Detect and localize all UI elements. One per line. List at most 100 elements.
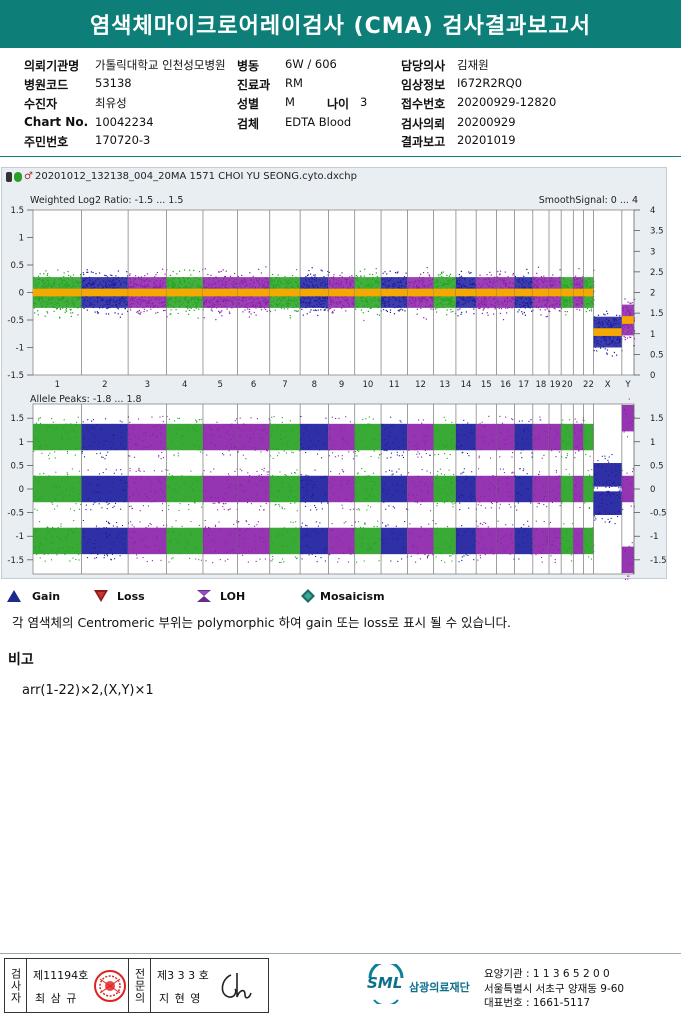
label-patient: 수진자 — [24, 97, 58, 111]
chrom-13-allele-scatter — [434, 416, 457, 563]
chrom-6-allele-peak — [237, 475, 270, 503]
chrom-5-allele-peak — [202, 475, 238, 503]
chrom-10-allele-peak — [354, 527, 382, 555]
top-left-tick: 0 — [19, 289, 24, 299]
chrom-7-smooth — [269, 288, 301, 297]
chrom-label-13: 13 — [439, 380, 450, 390]
chrom-8-allele-peak — [300, 527, 329, 555]
chrom-8-allele-peak — [300, 423, 329, 451]
top-plot-right-label: SmoothSignal: 0 ... 4 — [539, 195, 638, 206]
chrom-4-smooth — [166, 288, 203, 297]
chrom-10-smooth — [354, 288, 382, 297]
mosaicism-diamond-icon — [301, 589, 315, 603]
chrom-11-allele-peak — [381, 475, 408, 503]
chrom-22-allele-peak — [583, 527, 594, 555]
chrom-X-allele-peak — [593, 491, 622, 515]
chrom-12-allele-peak — [407, 527, 434, 555]
chrom-label-18: 18 — [536, 380, 547, 390]
top-left-tick: -0.5 — [7, 316, 24, 326]
centromeric-note: 각 염색체의 Centromeric 부위는 polymorphic 하여 ga… — [12, 615, 512, 630]
loh-bowtie-icon — [197, 590, 211, 602]
chrom-label-19: 19 — [550, 380, 561, 390]
top-right-tick: 4 — [650, 206, 655, 216]
value-receipt: 20200929-12820 — [457, 95, 557, 109]
value-patient: 최유성 — [95, 96, 127, 110]
chrom-22-allele-peak — [583, 475, 594, 503]
chrom-label-7: 7 — [282, 380, 287, 390]
chrom-6-allele-scatter — [237, 417, 271, 563]
value-age: 3 — [360, 95, 368, 109]
chrom-8-smooth — [300, 288, 329, 297]
chrom-16-allele-peak — [496, 527, 515, 555]
chrom-17-smooth — [514, 288, 533, 297]
label-clinical: 임상정보 — [401, 78, 446, 92]
chrom-6-smooth — [237, 288, 270, 297]
label-age: 나이 — [327, 97, 350, 111]
org-address: 서울특별시 서초구 양재동 9-60 — [484, 983, 625, 995]
chrom-18-allele-peak — [532, 423, 550, 451]
chrom-7-allele-peak — [269, 475, 301, 503]
bottom-left-tick: -0.5 — [7, 509, 24, 519]
chrom-3-allele-peak — [128, 423, 167, 451]
chrom-5-allele-peak — [202, 527, 238, 555]
label-chart-no: Chart No. — [24, 115, 89, 129]
chrom-18-allele-peak — [532, 475, 550, 503]
chrom-label-5: 5 — [217, 380, 222, 390]
inspector-license: 제11194호 — [33, 969, 89, 982]
chrom-2-allele-peak — [81, 423, 129, 451]
top-right-tick: 3 — [650, 247, 655, 257]
inspector-cell: 제11194호 최 삼 규 — [27, 959, 129, 1012]
chrom-label-1: 1 — [55, 380, 60, 390]
chrom-label-12: 12 — [415, 380, 426, 390]
chrom-label-2: 2 — [102, 380, 107, 390]
label-ward: 병동 — [237, 59, 260, 73]
label-hospital: 의뢰기관명 — [24, 59, 80, 73]
label-dept: 진료과 — [237, 78, 271, 92]
org-logo-text: SML — [367, 974, 403, 992]
chrom-9-smooth — [328, 288, 355, 297]
value-resident-no: 170720-3 — [95, 133, 151, 147]
label-receipt: 접수번호 — [401, 97, 446, 111]
label-doctor: 담당의사 — [401, 59, 446, 73]
value-report: 20201019 — [457, 133, 516, 147]
chrom-15-allele-peak — [476, 527, 497, 555]
chrom-Y-allele-peak — [621, 404, 634, 432]
chart-file-header: ♂ 20201012_132138_004_20MA 1571 CHOI YU … — [6, 171, 357, 182]
chrom-label-17: 17 — [518, 380, 529, 390]
chrom-3-allele-scatter — [128, 415, 168, 563]
top-left-tick: 0.5 — [10, 261, 24, 271]
chrom-12-allele-scatter — [407, 419, 435, 563]
value-clinical: I672R2RQ0 — [457, 76, 523, 90]
chrom-3-allele-peak — [128, 527, 167, 555]
cma-chart-panel: ♂ 20201012_132138_004_20MA 1571 CHOI YU … — [1, 167, 667, 580]
chrom-Y-allele-peak — [621, 475, 634, 503]
chrom-18-smooth — [532, 288, 550, 297]
org-code: 요양기관 : 1 1 3 6 5 2 0 0 — [484, 968, 610, 980]
chrom-label-Y: Y — [624, 380, 631, 390]
value-dept: RM — [285, 76, 303, 90]
chrom-20-allele-scatter — [561, 419, 574, 562]
top-right-tick: 3.5 — [650, 227, 664, 237]
chrom-14-allele-peak — [455, 527, 477, 555]
inspector-seal-icon — [94, 970, 126, 1002]
chrom-Y-smooth — [621, 316, 634, 324]
chrom-2-smooth — [81, 288, 129, 297]
chrom-16-allele-peak — [496, 475, 515, 503]
chrom-2-allele-scatter — [81, 416, 130, 561]
chrom-label-X: X — [605, 380, 611, 390]
org-phone: 대표번호 : 1661-5117 — [484, 997, 591, 1009]
top-left-tick: 1 — [19, 234, 24, 244]
top-plot-label: Weighted Log2 Ratio: -1.5 ... 1.5 — [30, 195, 183, 206]
cma-plot: Weighted Log2 Ratio: -1.5 ... 1.5 SmoothS… — [7, 195, 667, 580]
chrom-label-10: 10 — [362, 380, 373, 390]
chrom-3-smooth — [128, 288, 167, 297]
top-right-tick: 1 — [650, 330, 655, 340]
chart-filename: 20201012_132138_004_20MA 1571 CHOI YU SE… — [34, 171, 357, 182]
remark-result: arr(1-22)×2,(X,Y)×1 — [22, 683, 154, 698]
chrom-1-smooth — [33, 288, 82, 297]
label-resident-no: 주민번호 — [24, 135, 69, 149]
chrom-21-allele-peak — [573, 423, 584, 451]
top-left-tick: 1.5 — [10, 206, 24, 216]
label-specimen: 검체 — [237, 117, 260, 131]
bottom-right-tick: 1 — [650, 438, 655, 448]
